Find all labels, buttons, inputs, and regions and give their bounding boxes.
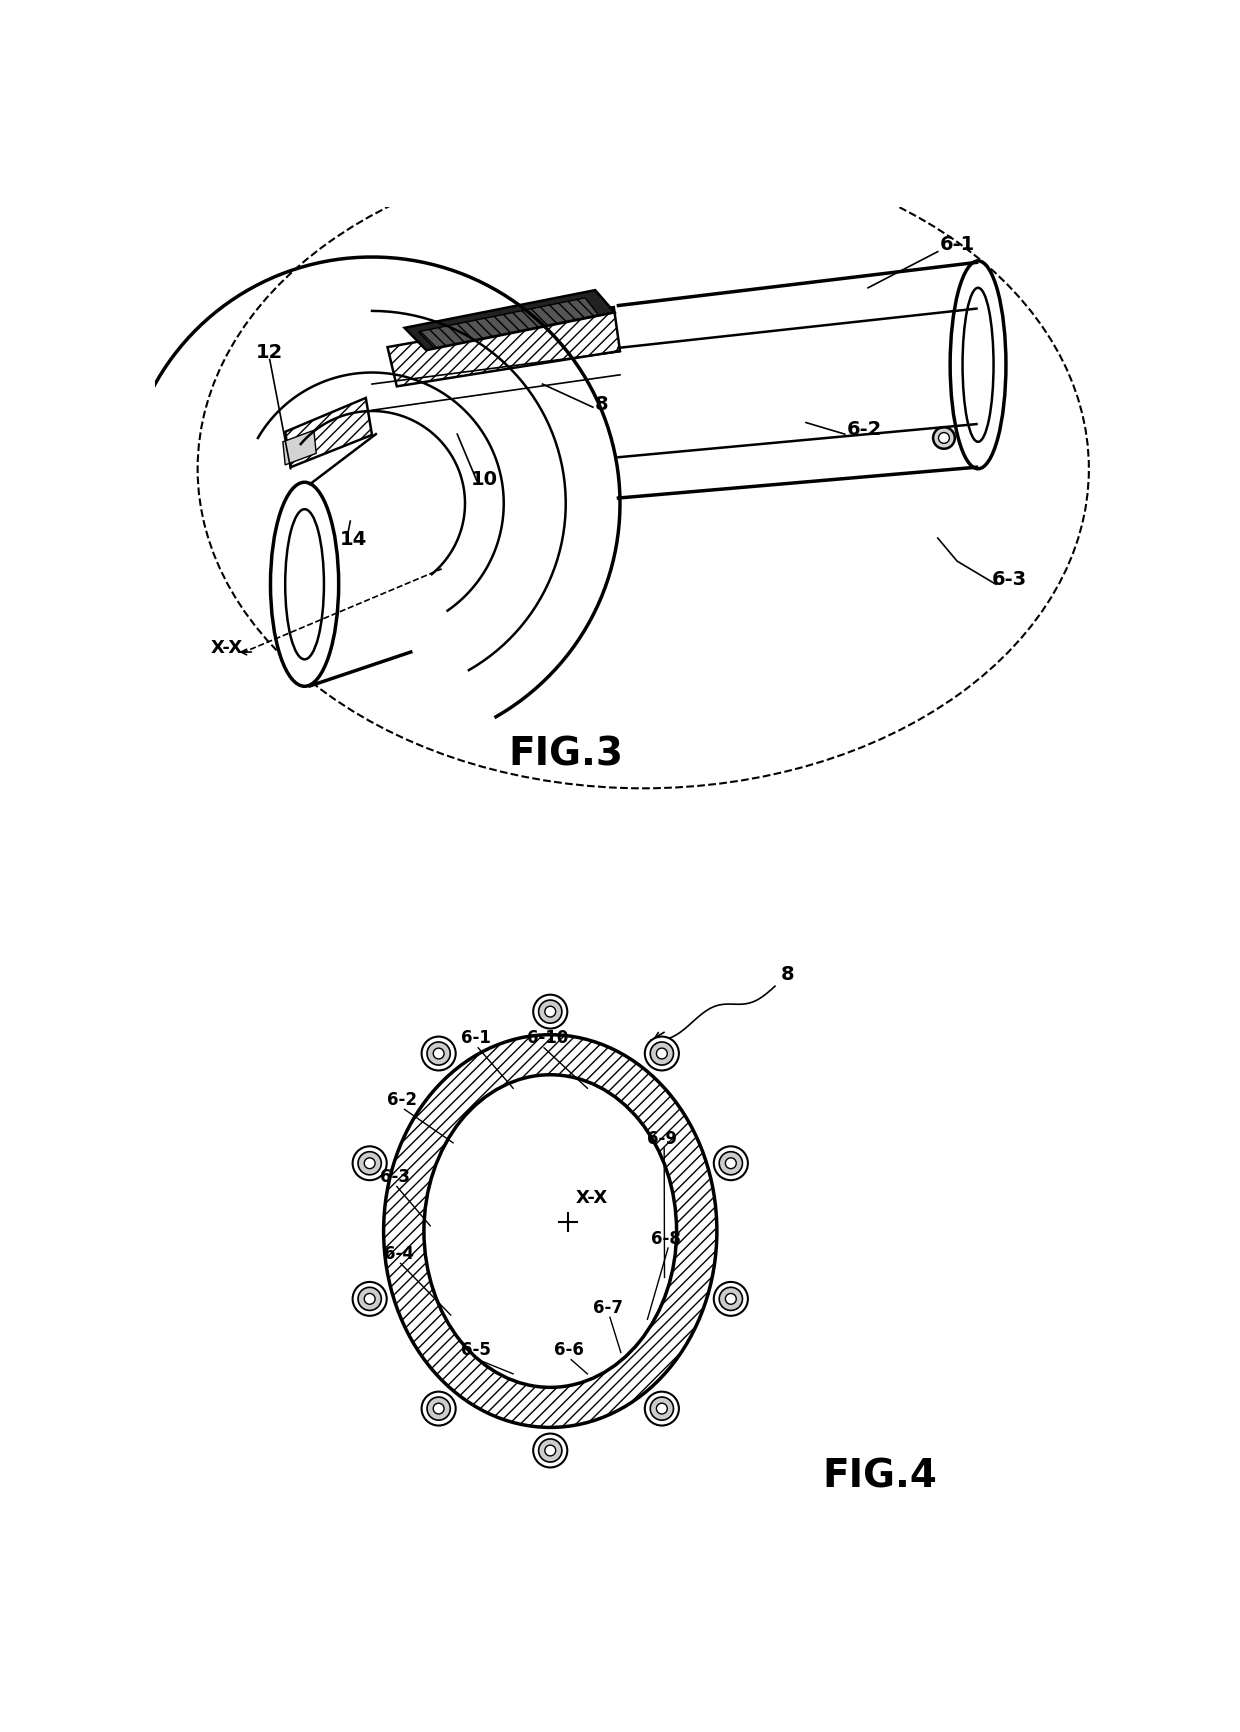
Circle shape [934,428,955,450]
Circle shape [433,1048,444,1060]
Circle shape [714,1282,748,1316]
Text: X-X: X-X [211,639,243,656]
Text: 6-6: 6-6 [554,1341,584,1358]
Circle shape [358,1152,381,1174]
Circle shape [650,1398,673,1420]
Circle shape [533,1434,567,1467]
Text: 14: 14 [340,530,367,549]
Circle shape [538,1439,562,1462]
Ellipse shape [424,1076,677,1387]
Circle shape [719,1152,743,1174]
Circle shape [544,1006,556,1017]
Circle shape [358,1287,381,1311]
Circle shape [725,1294,737,1304]
Circle shape [544,1444,556,1457]
Circle shape [645,1037,680,1070]
Text: 6-3: 6-3 [992,570,1027,589]
Circle shape [719,1287,743,1311]
Polygon shape [283,431,316,466]
Text: 8: 8 [781,965,795,984]
Circle shape [538,1001,562,1024]
Ellipse shape [383,1036,717,1427]
Polygon shape [404,291,615,352]
Text: 12: 12 [255,343,283,362]
Circle shape [656,1048,667,1060]
Text: 6-5: 6-5 [461,1341,491,1358]
Circle shape [427,1398,450,1420]
Text: 6-2: 6-2 [387,1091,418,1108]
Circle shape [939,433,950,443]
Text: 6-1: 6-1 [461,1029,491,1046]
Text: 6-1: 6-1 [940,236,975,255]
Circle shape [714,1147,748,1181]
Text: 6-10: 6-10 [527,1029,568,1046]
Circle shape [365,1294,374,1304]
Circle shape [725,1159,737,1169]
Text: 6-3: 6-3 [379,1167,409,1185]
Text: 6-4: 6-4 [383,1244,414,1263]
Ellipse shape [270,483,339,688]
Circle shape [656,1403,667,1413]
Ellipse shape [962,289,993,443]
Ellipse shape [950,262,1006,469]
Text: 6-2: 6-2 [847,419,883,438]
Text: 8: 8 [594,395,608,414]
Text: 6-8: 6-8 [651,1230,681,1247]
Polygon shape [419,298,598,348]
Circle shape [650,1043,673,1065]
Circle shape [365,1159,374,1169]
Text: 6-7: 6-7 [593,1299,622,1316]
Ellipse shape [285,509,324,660]
Circle shape [422,1037,455,1070]
Circle shape [422,1393,455,1425]
Text: FIG.3: FIG.3 [508,736,624,772]
Polygon shape [285,398,372,468]
Text: X-X: X-X [575,1188,608,1205]
Text: 10: 10 [471,469,498,488]
Circle shape [645,1393,680,1425]
Text: 6-9: 6-9 [647,1129,677,1147]
Polygon shape [387,308,620,388]
Circle shape [533,996,567,1029]
Circle shape [427,1043,450,1065]
Circle shape [352,1282,387,1316]
Circle shape [352,1147,387,1181]
Circle shape [433,1403,444,1413]
Text: FIG.4: FIG.4 [822,1457,937,1495]
